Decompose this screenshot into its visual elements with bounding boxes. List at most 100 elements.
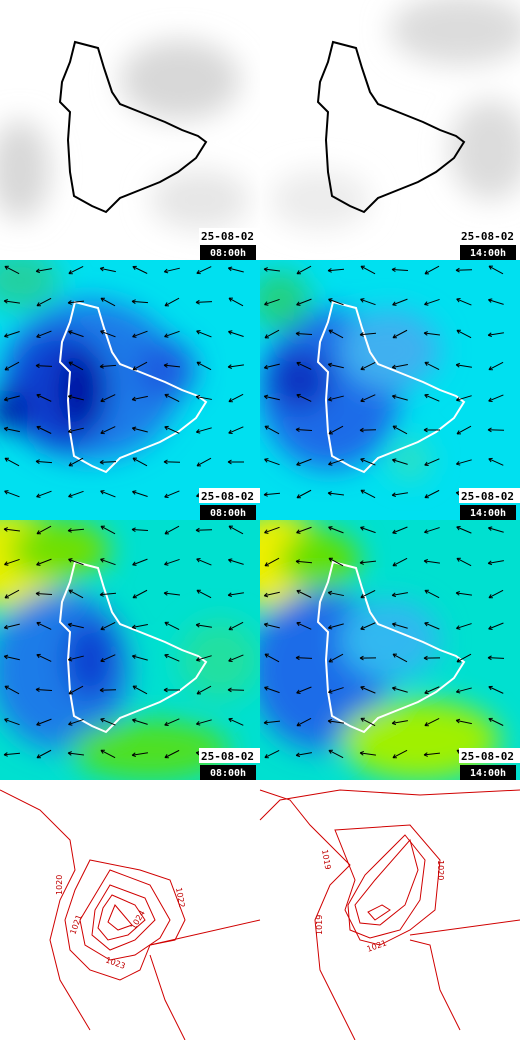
wind-arrow: [68, 558, 84, 566]
wind-arrow: [296, 298, 312, 306]
wind-arrow: [360, 265, 376, 275]
wind-arrow: [392, 557, 408, 567]
wind-arrow: [360, 685, 376, 694]
wind-arrow: [359, 427, 377, 433]
contour-label: 1019: [315, 915, 324, 935]
wind-arrow: [4, 361, 20, 371]
wind-arrow: [164, 653, 180, 662]
wind-arrow: [360, 589, 376, 599]
wind-arrow: [392, 458, 408, 465]
wind-arrow: [488, 265, 504, 275]
wind-arrow: [487, 427, 505, 433]
wind-arrow: [227, 592, 244, 598]
wind-arrow: [328, 557, 344, 567]
time-box: [460, 765, 516, 780]
wind-arrow: [263, 492, 281, 497]
contour-label: 1021: [366, 938, 388, 953]
date-label: 25-08-02: [461, 490, 514, 503]
wind-arrows: [3, 265, 505, 759]
wind-arrow: [360, 717, 376, 727]
date-box: [459, 488, 520, 503]
wind-arrow: [228, 525, 244, 535]
wind-arrow: [295, 752, 312, 758]
wind-arrow: [68, 589, 84, 599]
wind-arrow: [296, 489, 312, 499]
wind-arrow: [100, 622, 116, 631]
wind-arrow: [4, 558, 20, 566]
wind-arrow: [392, 526, 408, 534]
wind-arrow: [163, 459, 181, 465]
wind-arrow: [132, 718, 148, 725]
wind-arrow: [263, 267, 281, 272]
wind-arrow: [36, 653, 52, 662]
wind-arrow: [68, 718, 84, 726]
wind-arrow: [132, 361, 148, 371]
wind-arrow: [296, 589, 312, 598]
wind-arrow: [391, 267, 409, 273]
panel-wind-08: [0, 260, 260, 520]
time-label: 08:00h: [210, 768, 246, 779]
wind-arrow: [196, 266, 212, 275]
wind-arrow: [360, 526, 376, 534]
wind-arrow: [328, 749, 344, 759]
wind-arrow: [100, 718, 116, 726]
date-box: [459, 748, 520, 763]
wind-arrow: [487, 526, 504, 533]
wind-arrow: [196, 330, 212, 338]
wind-arrow: [164, 297, 180, 307]
wind-arrow: [488, 298, 504, 305]
date-box: [459, 228, 520, 243]
wind-arrow: [228, 717, 244, 726]
date-box: [199, 488, 260, 503]
wind-arrow: [4, 718, 20, 726]
time-label: 14:00h: [470, 768, 506, 779]
wind-arrow: [424, 621, 440, 630]
wind-arrow: [392, 298, 408, 306]
wind-arrow: [456, 425, 472, 435]
wind-arrow: [423, 558, 440, 564]
wind-arrow: [132, 558, 148, 566]
date-label: 25-08-02: [461, 230, 514, 243]
wind-arrow: [99, 687, 117, 693]
wind-arrow: [228, 426, 244, 435]
wind-arrow: [328, 526, 344, 534]
wind-arrow: [100, 525, 116, 535]
wind-arrow: [264, 425, 280, 435]
wind-arrow: [164, 558, 180, 566]
contour-label: 1022: [174, 887, 186, 909]
wind-arrow: [455, 718, 472, 725]
wind-arrow: [67, 655, 84, 662]
wind-arrow: [360, 489, 376, 499]
wind-arrow: [263, 622, 280, 629]
wind-arrow: [4, 331, 20, 338]
wind-arrow: [131, 752, 148, 758]
wind-arrow: [195, 299, 213, 305]
wind-arrow: [68, 490, 84, 498]
wind-arrow: [3, 654, 20, 661]
wind-arrow: [164, 718, 180, 727]
wind-arrow: [131, 624, 148, 630]
wind-arrow: [100, 426, 116, 435]
wind-arrow: [227, 364, 244, 369]
wind-arrow: [359, 655, 377, 661]
contour-label: 1019: [320, 849, 332, 871]
wind-arrow: [424, 361, 440, 371]
wind-arrow: [67, 394, 84, 401]
wind-arrow: [228, 558, 244, 565]
wind-arrow: [163, 267, 180, 274]
wind-arrow: [391, 394, 408, 401]
wind-arrow: [327, 268, 345, 273]
wind-arrow: [132, 685, 148, 695]
wind-arrow: [328, 458, 344, 466]
wind-arrow: [296, 686, 312, 694]
wind-arrow: [163, 363, 181, 368]
wind-arrow: [68, 330, 84, 338]
time-box: [200, 245, 256, 260]
wind-arrow: [132, 265, 148, 274]
panel-wind-14: [260, 260, 520, 520]
wind-arrow: [455, 362, 472, 368]
wind-arrow: [35, 591, 53, 597]
wind-arrow: [392, 329, 408, 339]
time-label: 14:00h: [470, 248, 506, 259]
